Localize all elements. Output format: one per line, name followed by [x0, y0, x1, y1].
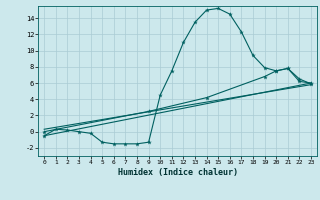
X-axis label: Humidex (Indice chaleur): Humidex (Indice chaleur) — [118, 168, 238, 177]
